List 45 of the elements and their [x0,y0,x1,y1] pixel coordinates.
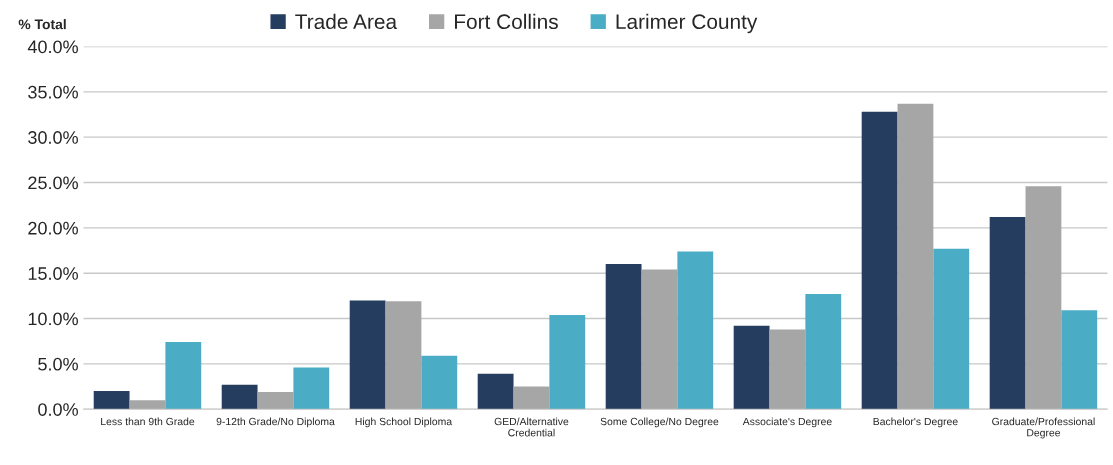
y-tick-label: 10.0% [28,312,78,326]
bar [1061,310,1098,410]
bar [93,391,130,410]
bar [769,329,806,410]
bar [861,111,898,410]
bar [805,294,842,410]
bar [641,269,678,410]
x-tick-label: High School Diploma [355,417,453,428]
bar [989,216,1026,410]
bar [897,103,934,410]
x-tick-label: Some College/No Degree [600,417,719,428]
bar [933,248,970,410]
bar [549,314,586,410]
y-tick-label: 40.0% [27,40,78,54]
x-tick-label: GED/Alternative Credential [494,417,569,437]
bar [1025,186,1062,410]
bar [733,325,770,410]
x-tick-label: Less than 9th Grade [101,417,195,426]
bar [293,367,330,410]
bar [349,300,386,410]
bar [421,355,458,410]
x-tick-label: Associate's Degree [742,417,832,428]
y-tick-label: 25.0% [28,176,78,190]
x-tick-label: Graduate/Professional Degree [992,417,1095,439]
bar [385,301,422,410]
legend-label: Larimer County [616,13,758,34]
y-tick-label: 20.0% [28,221,78,235]
y-axis-title: % Total [18,19,66,30]
y-tick-label: 0.0% [38,403,78,416]
legend-label: Trade Area [295,13,398,30]
bar [129,400,166,410]
bar [165,342,202,410]
bar [477,373,514,410]
bar [221,384,258,410]
bar [677,251,714,410]
y-tick-label: 30.0% [28,131,78,144]
bar [257,391,294,410]
legend-label: Fort Collins [455,13,558,30]
y-tick-label: 5.0% [38,357,78,371]
x-tick-label: Bachelor's Degree [873,417,958,428]
x-tick-label: 9-12th Grade/No Diploma [216,417,335,428]
bar [513,386,550,410]
y-tick-label: 15.0% [28,267,78,280]
bar [605,264,642,410]
y-tick-label: 35.0% [28,85,78,99]
